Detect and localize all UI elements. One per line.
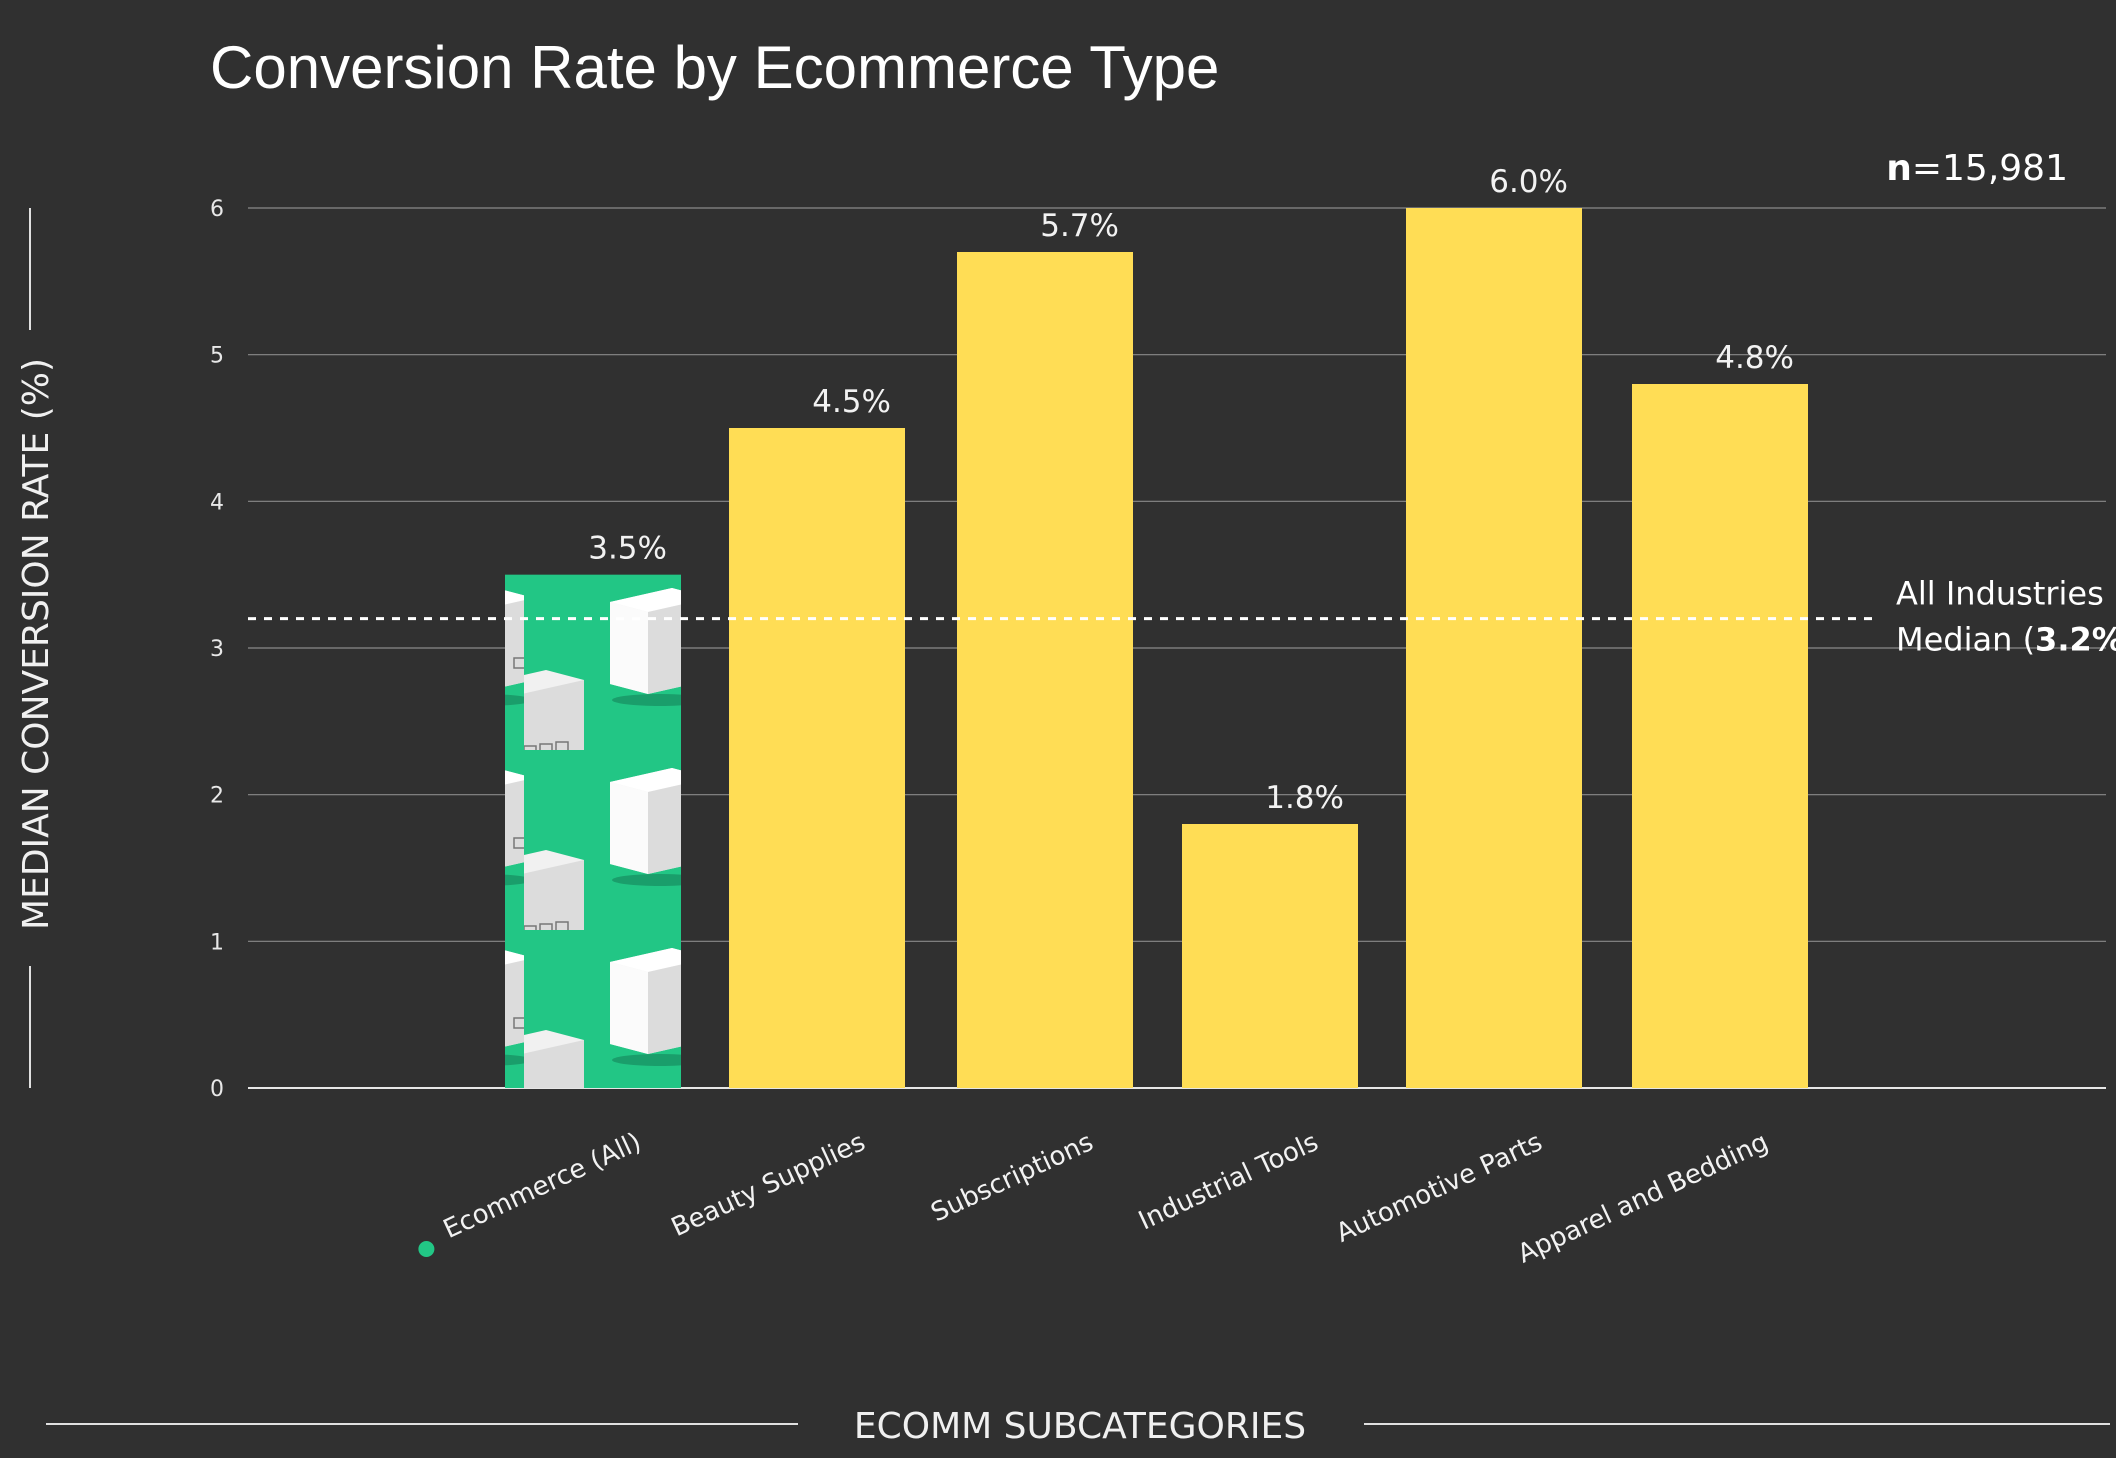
- data-label: 4.8%: [1715, 340, 1794, 376]
- bar-apparel-and-bedding: [1632, 384, 1808, 1088]
- y-tick-label: 5: [210, 344, 224, 369]
- bar-automotive-parts: [1406, 208, 1582, 1088]
- bars: [505, 208, 1808, 1088]
- x-tick-label: Ecommerce (All): [439, 1127, 646, 1245]
- x-tick-label: Industrial Tools: [1134, 1127, 1323, 1236]
- reference-label-prefix: Median (: [1896, 621, 2035, 659]
- y-axis-title: MEDIAN CONVERSION RATE (%): [16, 358, 57, 930]
- y-tick-label: 4: [210, 490, 224, 515]
- bar-ecommerce-all: [505, 574, 681, 1088]
- y-tick-label: 0: [210, 1077, 224, 1102]
- x-tick-label: Subscriptions: [927, 1127, 1098, 1228]
- sample-size-value: =15,981: [1912, 148, 2068, 189]
- x-tick-label: Automotive Parts: [1332, 1127, 1547, 1249]
- x-tick-label: Beauty Supplies: [667, 1127, 870, 1243]
- chart-title: Conversion Rate by Ecommerce Type: [210, 34, 1219, 101]
- reference-label-value: 3.2%: [2035, 621, 2116, 659]
- sample-size-label: n=15,981: [1886, 148, 2068, 189]
- bar-industrial-tools: [1182, 824, 1358, 1088]
- y-tick-label: 2: [210, 784, 224, 809]
- x-tick-label: Apparel and Bedding: [1513, 1127, 1773, 1269]
- y-tick-label: 3: [210, 637, 224, 662]
- bar-beauty-supplies: [729, 428, 905, 1088]
- reference-label-line2: Median (3.2%): [1896, 621, 2116, 659]
- data-label: 1.8%: [1265, 780, 1344, 816]
- y-tick-label: 1: [210, 930, 224, 955]
- y-tick-label: 6: [210, 197, 224, 222]
- data-label: 6.0%: [1489, 164, 1568, 200]
- reference-label-line1: All Industries: [1896, 575, 2104, 613]
- bar-subscriptions: [957, 252, 1133, 1088]
- data-label: 3.5%: [588, 531, 667, 567]
- data-label: 4.5%: [812, 384, 891, 420]
- highlight-dot-icon: [418, 1241, 435, 1258]
- data-label: 5.7%: [1040, 208, 1119, 244]
- decorations: [29, 208, 2110, 1425]
- x-axis-title: ECOMM SUBCATEGORIES: [854, 1406, 1306, 1447]
- sample-size-prefix: n: [1886, 148, 1912, 189]
